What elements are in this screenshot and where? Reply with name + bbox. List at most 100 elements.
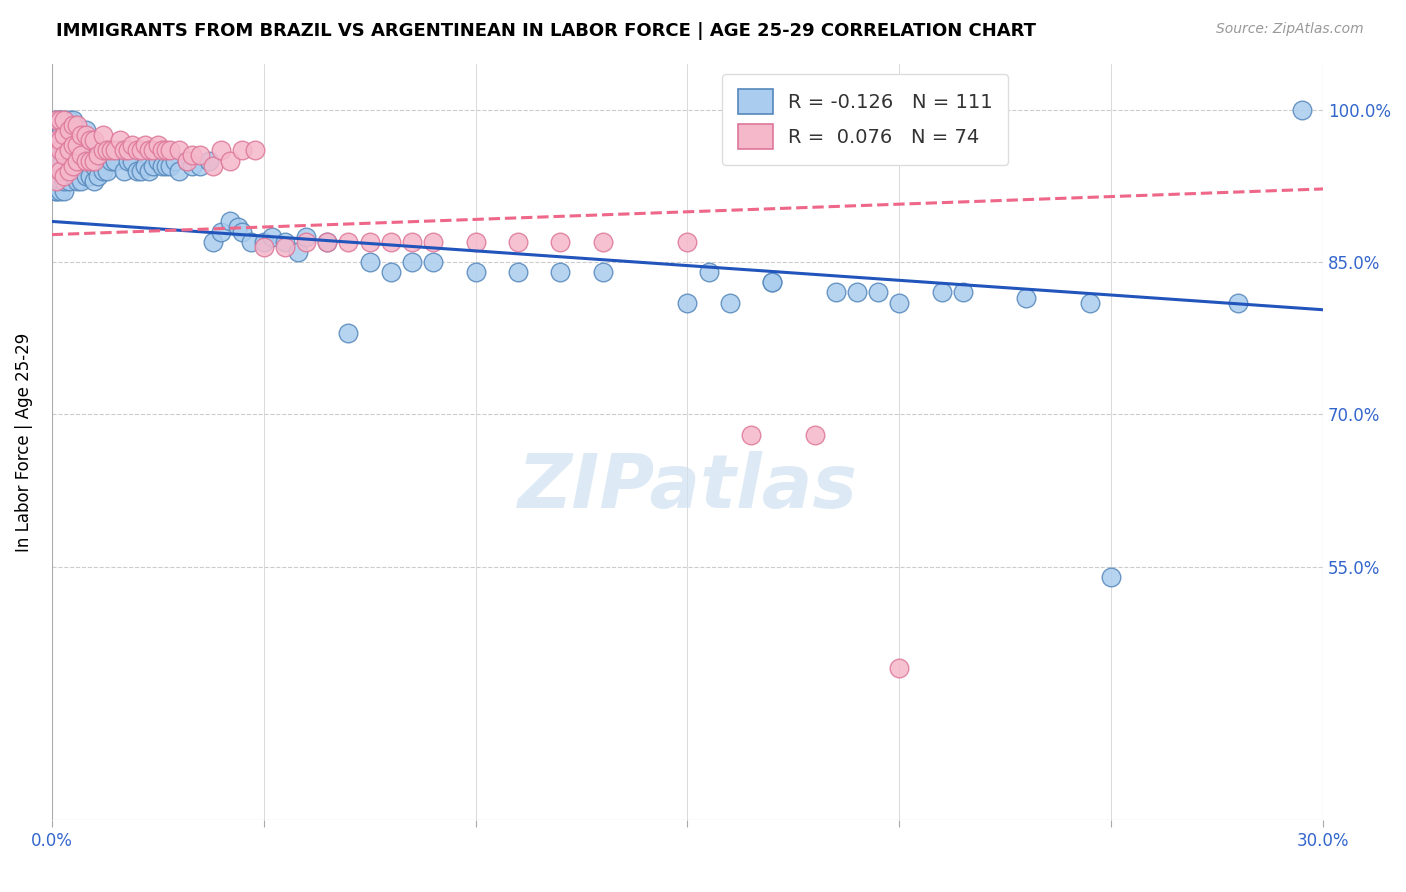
Point [868, 285, 890, 300]
Point [243, 144, 266, 158]
Point [58, 163, 80, 178]
Point [295, 229, 318, 244]
Point [75, 153, 97, 168]
Point [803, 427, 825, 442]
Point [87, 153, 110, 168]
Point [226, 219, 249, 234]
Point [75, 138, 97, 153]
Point [337, 235, 360, 249]
Point [62, 118, 84, 132]
Point [176, 153, 198, 168]
Point [138, 144, 160, 158]
Point [112, 144, 135, 158]
Point [49, 128, 72, 142]
Point [53, 169, 76, 183]
Point [87, 169, 110, 183]
Point [129, 163, 152, 178]
Point [79, 153, 101, 168]
Point [380, 265, 402, 279]
Point [53, 112, 76, 127]
Point [96, 144, 118, 158]
Point [146, 138, 169, 153]
Point [96, 144, 118, 158]
Point [209, 225, 232, 239]
Point [718, 295, 741, 310]
Point [550, 235, 572, 249]
Point [889, 661, 911, 675]
Point [761, 276, 783, 290]
Point [167, 144, 190, 158]
Point [75, 123, 97, 137]
Point [45, 163, 67, 178]
Point [53, 144, 76, 158]
Point [83, 144, 105, 158]
Point [167, 163, 190, 178]
Point [58, 144, 80, 158]
Point [70, 159, 93, 173]
Point [112, 144, 135, 158]
Point [316, 235, 339, 249]
Point [262, 229, 284, 244]
Point [422, 235, 444, 249]
Point [380, 235, 402, 249]
Point [49, 112, 72, 127]
Point [66, 138, 89, 153]
Point [62, 159, 84, 173]
Point [66, 159, 89, 173]
Point [155, 144, 177, 158]
Point [45, 112, 67, 127]
Point [58, 144, 80, 158]
Point [53, 133, 76, 147]
Point [58, 112, 80, 127]
Point [138, 163, 160, 178]
Point [218, 214, 240, 228]
Point [70, 148, 93, 162]
Point [70, 144, 93, 158]
Point [359, 235, 381, 249]
Point [45, 174, 67, 188]
Point [464, 235, 486, 249]
Point [58, 174, 80, 188]
Y-axis label: In Labor Force | Age 25-29: In Labor Force | Age 25-29 [15, 333, 32, 552]
Point [49, 174, 72, 188]
Point [201, 235, 224, 249]
Point [100, 144, 122, 158]
Point [49, 159, 72, 173]
Point [58, 128, 80, 142]
Point [176, 153, 198, 168]
Point [62, 138, 84, 153]
Point [75, 128, 97, 142]
Point [100, 153, 122, 168]
Point [1291, 103, 1313, 117]
Point [121, 153, 143, 168]
Point [1078, 295, 1101, 310]
Point [125, 163, 148, 178]
Point [49, 133, 72, 147]
Point [83, 174, 105, 188]
Point [592, 265, 614, 279]
Point [889, 295, 911, 310]
Point [676, 295, 699, 310]
Point [49, 184, 72, 198]
Point [180, 159, 202, 173]
Point [53, 128, 76, 142]
Point [49, 144, 72, 158]
Point [53, 174, 76, 188]
Point [66, 118, 89, 132]
Point [75, 169, 97, 183]
Point [62, 169, 84, 183]
Point [740, 427, 762, 442]
Point [159, 159, 181, 173]
Point [231, 225, 253, 239]
Point [676, 235, 699, 249]
Point [274, 235, 297, 249]
Point [506, 265, 529, 279]
Point [231, 144, 253, 158]
Point [66, 123, 89, 137]
Point [592, 235, 614, 249]
Point [79, 153, 101, 168]
Point [70, 174, 93, 188]
Point [824, 285, 846, 300]
Text: Source: ZipAtlas.com: Source: ZipAtlas.com [1216, 22, 1364, 37]
Point [58, 159, 80, 173]
